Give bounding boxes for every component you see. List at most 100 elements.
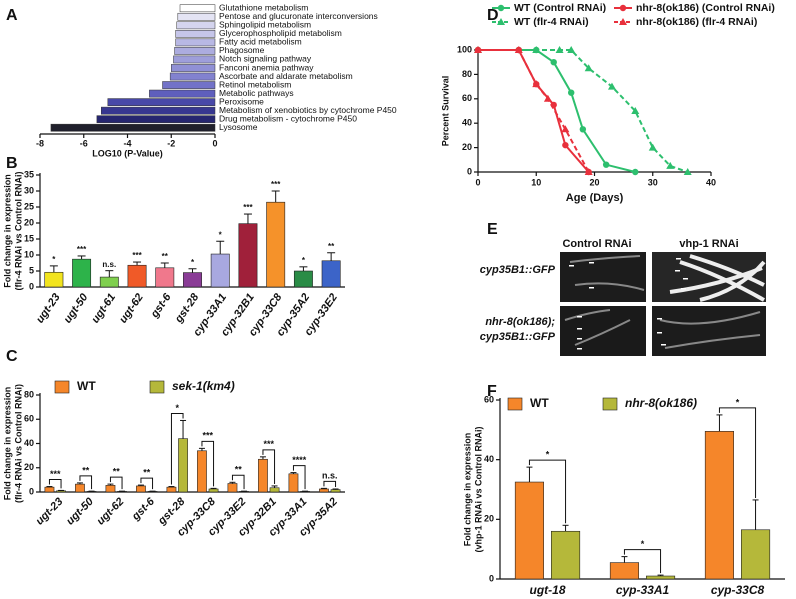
- bar: [50, 123, 216, 132]
- legend-swatch: [507, 397, 523, 411]
- y-tick-label: 35: [24, 169, 34, 179]
- marker: [567, 46, 576, 53]
- y-tick-label: 20: [484, 514, 494, 524]
- panel-label: D: [487, 7, 499, 24]
- bar: [56, 490, 66, 493]
- category-label: Glutathione metabolism: [219, 3, 308, 13]
- bar: [175, 38, 216, 47]
- marker: [550, 59, 557, 66]
- significance-label: *: [302, 256, 306, 265]
- micrograph: [560, 252, 646, 302]
- y-tick-label: 20: [462, 142, 472, 152]
- x-tick-label: -8: [36, 138, 44, 148]
- legend-label: WT: [530, 396, 549, 410]
- legend-label: nhr-8(ok186): [625, 396, 697, 410]
- row-label: cyp35B1::GFP: [480, 264, 556, 276]
- y-tick-label: 10: [24, 249, 34, 259]
- significance-label: **: [113, 466, 121, 476]
- x-tick-label: -6: [80, 138, 88, 148]
- marker: [561, 125, 570, 133]
- marker: [648, 143, 657, 151]
- x-axis-label: LOG10 (P-Value): [92, 148, 163, 158]
- column-title: Control RNAi: [562, 238, 631, 250]
- bar: [171, 64, 216, 72]
- y-tick-label: 0: [29, 486, 34, 496]
- y-tick-label: 20: [24, 462, 34, 472]
- bar: [208, 488, 219, 493]
- significance-label: ***: [202, 431, 213, 441]
- significance-label: *: [219, 230, 223, 239]
- bar: [293, 270, 313, 288]
- significance-label: ***: [132, 251, 142, 260]
- worm-signal: [564, 255, 761, 349]
- bar: [178, 438, 188, 493]
- category-label: Ascorbate and aldarate metabolism: [219, 71, 353, 81]
- bar: [319, 488, 329, 493]
- category-label: ugt-62: [95, 496, 127, 528]
- bar: [175, 30, 216, 38]
- category-label: Fatty acid metabolism: [219, 37, 302, 47]
- significance-bracket: [292, 465, 306, 490]
- y-tick-label: 0: [467, 166, 472, 176]
- category-label: ugt-50: [64, 495, 96, 527]
- bar: [101, 106, 216, 115]
- row-label: nhr-8(ok186);: [485, 316, 555, 328]
- x-tick-label: 0: [212, 138, 217, 148]
- bar: [127, 264, 147, 288]
- bar: [44, 271, 64, 288]
- y-tick-label: 60: [24, 414, 34, 424]
- significance-label: n.s.: [102, 260, 116, 269]
- marker: [602, 161, 610, 168]
- x-tick-label: 0: [475, 177, 480, 187]
- significance-label: ***: [243, 203, 253, 212]
- bar: [177, 12, 216, 21]
- marker: [562, 141, 569, 149]
- y-tick-label: 30: [24, 185, 34, 195]
- series-line: [478, 49, 590, 173]
- category-label: cyp-33A1: [616, 583, 670, 597]
- y-axis-label: Fold change in expression: [2, 387, 12, 501]
- y-tick-label: 15: [24, 233, 34, 243]
- significance-label: ***: [77, 245, 87, 254]
- x-tick-label: -2: [167, 138, 175, 148]
- significance-label: ***: [271, 180, 281, 189]
- bar: [266, 201, 286, 288]
- significance-label: n.s.: [322, 471, 338, 481]
- micrograph: [652, 306, 766, 356]
- significance-bracket: [79, 475, 93, 490]
- legend-swatch: [149, 380, 165, 394]
- y-tick-label: 40: [484, 454, 494, 464]
- legend-swatch: [602, 397, 618, 411]
- y-tick-label: 80: [24, 389, 34, 399]
- significance-label: *: [191, 258, 195, 267]
- bar: [227, 483, 238, 493]
- bar: [105, 485, 116, 493]
- worm-signal-bright: [669, 254, 766, 302]
- significance-bracket: [48, 479, 62, 489]
- legend-marker: [497, 4, 505, 12]
- y-axis-label: (flr-4 RNAi vs Control RNAi): [13, 384, 23, 503]
- legend-label: WT (flr-4 RNAi): [514, 16, 589, 28]
- category-label: Metabolic pathways: [219, 88, 294, 98]
- category-label: Drug metabolism - cytochrome P450: [219, 113, 357, 123]
- bar: [174, 47, 216, 55]
- y-tick-label: 0: [29, 281, 34, 291]
- x-axis-label: Age (Days): [566, 192, 624, 204]
- significance-label: *: [52, 255, 56, 264]
- significance-label: **: [235, 465, 243, 475]
- marker: [532, 80, 541, 88]
- significance-label: *: [175, 403, 179, 413]
- marker: [579, 126, 587, 133]
- legend-label: WT: [77, 379, 96, 393]
- y-tick-label: 20: [24, 217, 34, 227]
- significance-label: *: [736, 397, 740, 407]
- bar: [321, 260, 341, 288]
- bar: [107, 98, 216, 106]
- legend-swatch: [54, 380, 70, 394]
- y-axis-label: Fold change in expression: [2, 174, 12, 288]
- significance-label: **: [328, 242, 335, 251]
- legend-label: sek-1(km4): [172, 379, 235, 393]
- marker: [584, 168, 593, 175]
- y-tick-label: 100: [457, 44, 472, 54]
- marker: [666, 161, 675, 169]
